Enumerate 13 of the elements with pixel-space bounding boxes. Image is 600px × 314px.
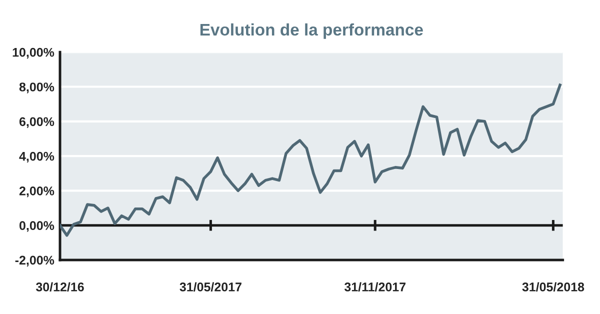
y-tick-label: 8,00% [19, 82, 54, 94]
y-tick-label: 2,00% [19, 186, 54, 198]
line-series [60, 84, 562, 237]
chart-title: Evolution de la performance [200, 23, 423, 39]
x-tick-label: 31/05/2017 [180, 282, 242, 292]
x-tick-label: 31/05/2018 [522, 282, 584, 292]
y-tick-label: 4,00% [19, 152, 54, 163]
x-tick-label: 30/12/16 [36, 282, 84, 292]
x-tick-label: 31/11/2017 [344, 282, 406, 292]
y-tick-label: 0,00% [19, 221, 54, 232]
y-tick-label: -2,00% [15, 256, 54, 266]
y-tick-label: 6,00% [19, 117, 54, 128]
y-tick-label: 10,00% [12, 48, 54, 59]
